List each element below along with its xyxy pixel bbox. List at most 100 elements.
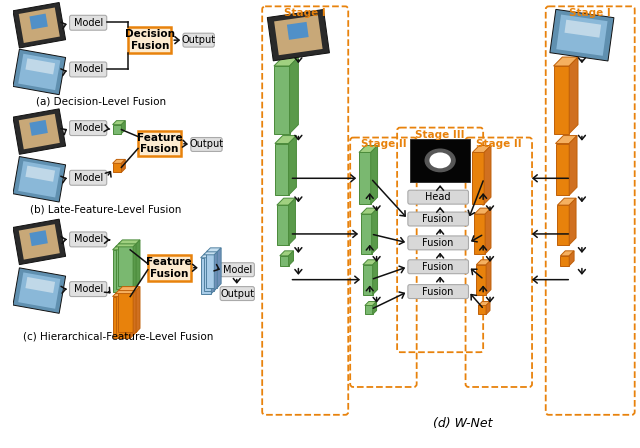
Polygon shape — [289, 251, 294, 266]
Text: Model: Model — [74, 173, 103, 183]
Polygon shape — [19, 224, 60, 260]
Text: Output: Output — [182, 35, 216, 45]
Bar — [556, 143, 569, 195]
Polygon shape — [372, 302, 376, 314]
Bar — [410, 138, 470, 182]
Bar — [277, 205, 289, 245]
Polygon shape — [486, 302, 490, 314]
Polygon shape — [133, 243, 137, 289]
Polygon shape — [26, 58, 55, 74]
Polygon shape — [363, 260, 378, 265]
Text: Feature
Fusion: Feature Fusion — [137, 133, 182, 154]
Polygon shape — [217, 248, 221, 288]
Ellipse shape — [424, 148, 456, 172]
Text: Output: Output — [189, 139, 223, 150]
Polygon shape — [29, 230, 48, 246]
FancyBboxPatch shape — [408, 284, 468, 298]
FancyBboxPatch shape — [408, 190, 468, 204]
Polygon shape — [116, 243, 137, 247]
Bar — [361, 214, 372, 254]
Polygon shape — [118, 240, 140, 244]
Polygon shape — [365, 302, 376, 306]
FancyBboxPatch shape — [191, 138, 222, 151]
Bar — [128, 27, 172, 53]
Polygon shape — [118, 287, 140, 291]
Text: Stage I: Stage I — [284, 9, 326, 18]
Polygon shape — [569, 198, 576, 245]
Text: Stage II: Stage II — [476, 139, 522, 150]
Polygon shape — [476, 260, 491, 265]
Polygon shape — [274, 57, 298, 66]
Polygon shape — [474, 208, 491, 214]
Bar — [113, 250, 130, 292]
Polygon shape — [29, 13, 48, 30]
Bar — [275, 143, 289, 195]
FancyBboxPatch shape — [408, 212, 468, 226]
Polygon shape — [287, 22, 308, 40]
Text: Stage II: Stage II — [360, 139, 406, 150]
Polygon shape — [136, 240, 140, 286]
Bar — [138, 130, 181, 156]
Text: Stage III: Stage III — [415, 129, 465, 140]
Polygon shape — [289, 198, 296, 245]
Polygon shape — [19, 8, 60, 43]
Polygon shape — [13, 156, 66, 202]
Text: Model: Model — [74, 234, 103, 245]
Polygon shape — [472, 146, 491, 152]
Polygon shape — [13, 49, 66, 95]
Bar — [118, 244, 136, 286]
Polygon shape — [554, 57, 578, 66]
Polygon shape — [133, 289, 137, 335]
Bar — [472, 152, 484, 204]
Polygon shape — [550, 9, 614, 61]
Polygon shape — [359, 146, 378, 152]
Polygon shape — [207, 248, 221, 252]
Polygon shape — [26, 166, 55, 182]
Polygon shape — [569, 136, 577, 195]
Bar — [474, 214, 485, 254]
Bar — [363, 265, 372, 294]
FancyBboxPatch shape — [70, 232, 107, 247]
Bar — [200, 258, 211, 293]
Bar — [561, 256, 569, 266]
Bar — [113, 125, 122, 134]
Polygon shape — [371, 146, 378, 204]
Polygon shape — [116, 289, 137, 293]
Polygon shape — [277, 198, 296, 205]
Bar — [118, 291, 136, 332]
Bar — [554, 66, 569, 134]
Polygon shape — [136, 287, 140, 332]
Text: Stage I: Stage I — [569, 9, 611, 18]
FancyBboxPatch shape — [408, 260, 468, 274]
Text: Fusion: Fusion — [422, 287, 454, 297]
Polygon shape — [268, 9, 330, 61]
Text: Model: Model — [74, 18, 103, 28]
Polygon shape — [569, 57, 578, 134]
Bar — [148, 255, 191, 280]
FancyBboxPatch shape — [70, 62, 107, 77]
Bar — [116, 293, 133, 335]
Polygon shape — [13, 3, 66, 48]
FancyBboxPatch shape — [70, 282, 107, 297]
Text: Decision
Fusion: Decision Fusion — [125, 30, 175, 51]
Bar — [113, 297, 130, 338]
Polygon shape — [280, 251, 294, 256]
Polygon shape — [29, 120, 48, 136]
Polygon shape — [556, 136, 577, 143]
Polygon shape — [113, 246, 134, 250]
Text: Fusion: Fusion — [422, 238, 454, 248]
FancyBboxPatch shape — [183, 33, 214, 47]
Text: (b) Late-Feature-Level Fusion: (b) Late-Feature-Level Fusion — [30, 204, 182, 214]
Polygon shape — [372, 260, 378, 294]
Bar — [116, 247, 133, 289]
Polygon shape — [18, 161, 60, 198]
Polygon shape — [113, 293, 134, 297]
Polygon shape — [275, 136, 296, 143]
Text: Model: Model — [223, 265, 252, 275]
Polygon shape — [122, 121, 125, 134]
Polygon shape — [18, 54, 60, 90]
Polygon shape — [130, 246, 134, 292]
Bar — [274, 66, 289, 134]
Bar — [365, 306, 372, 314]
Polygon shape — [26, 277, 55, 293]
